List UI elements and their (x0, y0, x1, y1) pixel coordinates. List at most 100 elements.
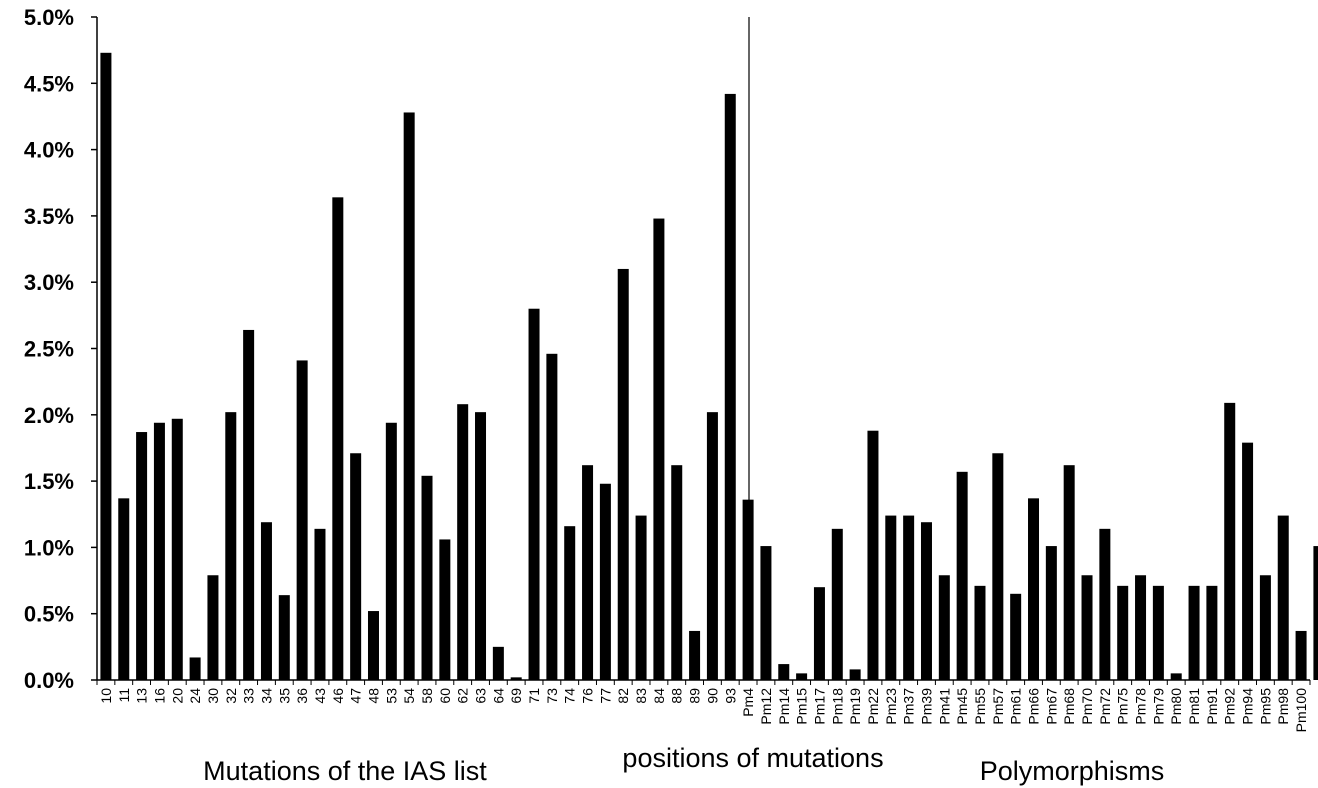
x-tick-label: Pm81 (1186, 688, 1202, 725)
bar-62 (457, 404, 469, 680)
x-tick-label: 53 (383, 688, 399, 704)
bar-Pm70 (1081, 575, 1093, 680)
bar-24 (189, 657, 201, 680)
bar-Pm17 (813, 587, 825, 680)
y-tick-label: 3.0% (24, 270, 74, 295)
x-tick-label: Pm22 (865, 688, 881, 725)
x-tick-label: Pm68 (1061, 688, 1077, 725)
x-tick-label: Pm17 (811, 688, 827, 725)
bar-20 (171, 418, 183, 680)
bar-16 (153, 422, 165, 680)
y-tick-label: 3.5% (24, 204, 74, 229)
bar-Pm37 (903, 515, 915, 680)
x-tick-labels: 10 11 13 16 20 24 30 32 33 34 35 36 43 46 47 48 53 54 58 60… (96, 680, 1311, 733)
bar-90 (706, 412, 718, 680)
bar-Pm23 (885, 515, 897, 680)
x-tick-label: Pm41 (936, 688, 952, 725)
x-tick-label: 74 (562, 688, 578, 704)
bar-32 (225, 412, 237, 680)
x-tick-label: Pm91 (1204, 688, 1220, 725)
x-tick-label: 30 (205, 688, 221, 704)
bar-Pm94 (1242, 442, 1254, 680)
bar-64 (492, 646, 504, 680)
x-tick-label: Pm67 (1043, 688, 1059, 725)
bar-Pm61 (1010, 593, 1022, 680)
bar-88 (671, 465, 683, 680)
y-tick-label: 2.0% (24, 403, 74, 428)
x-tick-label: 48 (365, 688, 381, 704)
bar-89 (689, 630, 701, 680)
bar-Pm19 (849, 669, 861, 680)
x-tick-label: 10 (98, 688, 114, 704)
bar-Pm98 (1277, 515, 1289, 680)
bar-Pm78 (1135, 575, 1147, 680)
bar-Pm39 (920, 522, 932, 680)
x-tick-label: 60 (437, 688, 453, 704)
bar-82 (617, 268, 629, 680)
x-tick-label: 46 (330, 688, 346, 704)
x-tick-label: Pm75 (1115, 688, 1131, 725)
x-tick-label: Pm12 (758, 688, 774, 725)
x-tick-label: 69 (508, 688, 524, 704)
x-tick-label: Pm80 (1168, 688, 1184, 725)
x-tick-label: Pm78 (1133, 688, 1149, 725)
bar-73 (546, 353, 558, 680)
bar-Pm67 (1045, 546, 1057, 680)
x-tick-label: Pm37 (901, 688, 917, 725)
bar-93 (724, 93, 736, 680)
bar-69 (510, 677, 522, 680)
x-tick-label: Pm66 (1026, 688, 1042, 725)
x-tick-label: 83 (633, 688, 649, 704)
x-tick-label: 13 (134, 688, 150, 704)
x-tick-label: Pm14 (776, 688, 792, 725)
x-tick-label: 77 (597, 688, 613, 704)
bar-10 (100, 52, 112, 681)
right-group-label: Polymorphisms (980, 756, 1165, 786)
bar-Pm81 (1188, 585, 1200, 680)
x-tick-label: 82 (615, 688, 631, 704)
x-tick-label: 90 (704, 688, 720, 704)
x-tick-label: Pm92 (1222, 688, 1238, 725)
x-tick-label: Pm70 (1079, 688, 1095, 725)
bar-Pm66 (1028, 498, 1040, 680)
y-tick-label: 4.5% (24, 71, 74, 96)
bar-Pm79 (1152, 585, 1164, 680)
y-tick-label: 1.0% (24, 535, 74, 560)
bar-Pm68 (1063, 465, 1075, 680)
x-tick-label: Pm45 (954, 688, 970, 725)
bar-Pm72 (1099, 528, 1111, 680)
x-tick-label: Pm100 (1293, 688, 1309, 733)
bar-Pm18 (831, 528, 843, 680)
bar-Pm91 (1206, 585, 1218, 680)
x-tick-label: 33 (241, 688, 257, 704)
x-tick-label: 93 (722, 688, 738, 704)
axes-layer (96, 17, 1310, 681)
x-tick-label: 73 (544, 688, 560, 704)
y-tick-label: 2.5% (24, 337, 74, 362)
x-tick-label: Pm57 (990, 688, 1006, 725)
bar-Pm55 (974, 585, 986, 680)
x-tick-label: 43 (312, 688, 328, 704)
bar-36 (296, 360, 308, 680)
y-tick-label: 1.5% (24, 469, 74, 494)
x-tick-label: 88 (669, 688, 685, 704)
x-tick-label: 76 (580, 688, 596, 704)
bar-53 (385, 422, 397, 680)
x-tick-label: 36 (294, 688, 310, 704)
bar-undefined (1313, 546, 1318, 680)
y-tick-labels: 0.0% 0.5% 1.0% 1.5% 2.0% 2.5% 3.0% 3.5% 4.0% 4.5%… (24, 5, 97, 693)
bar-Pm45 (956, 471, 968, 680)
x-tick-label: 63 (473, 688, 489, 704)
bars-layer (100, 52, 1318, 681)
y-tick-label: 0.0% (24, 668, 74, 693)
x-tick-label: 16 (151, 688, 167, 704)
x-tick-label: 89 (687, 688, 703, 704)
bar-Pm12 (760, 546, 772, 680)
x-tick-label: 84 (651, 688, 667, 704)
y-tick-label: 0.5% (24, 602, 74, 627)
bar-13 (136, 432, 148, 680)
bar-84 (653, 218, 665, 681)
x-tick-label: 71 (526, 688, 542, 704)
bar-74 (564, 526, 576, 680)
